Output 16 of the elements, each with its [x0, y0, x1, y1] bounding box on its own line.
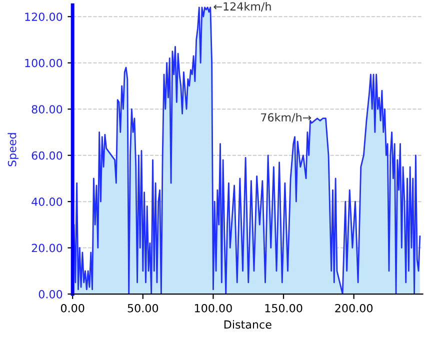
annotation: 76km/h→ [261, 112, 312, 122]
y-tick-label: 0.00 [38, 290, 62, 298]
y-axis-title: Speed [8, 133, 18, 166]
x-tick-label: 0.00 [60, 304, 84, 312]
y-tick-label: 40.00 [32, 198, 62, 206]
y-tick-label: 60.00 [32, 151, 62, 160]
y-tick-label: 120.00 [25, 12, 62, 22]
y-tick-label: 20.00 [32, 244, 62, 252]
x-axis-title: Distance [224, 320, 272, 329]
x-tick-label: 200.00 [335, 304, 373, 312]
annotation: ←124km/h [214, 2, 271, 12]
x-tick-label: 50.00 [128, 304, 158, 312]
x-tick-label: 150.00 [265, 304, 302, 312]
y-tick-label: 100.00 [25, 58, 62, 68]
y-tick-label: 80.00 [32, 105, 62, 114]
x-tick-label: 100.00 [194, 304, 232, 312]
